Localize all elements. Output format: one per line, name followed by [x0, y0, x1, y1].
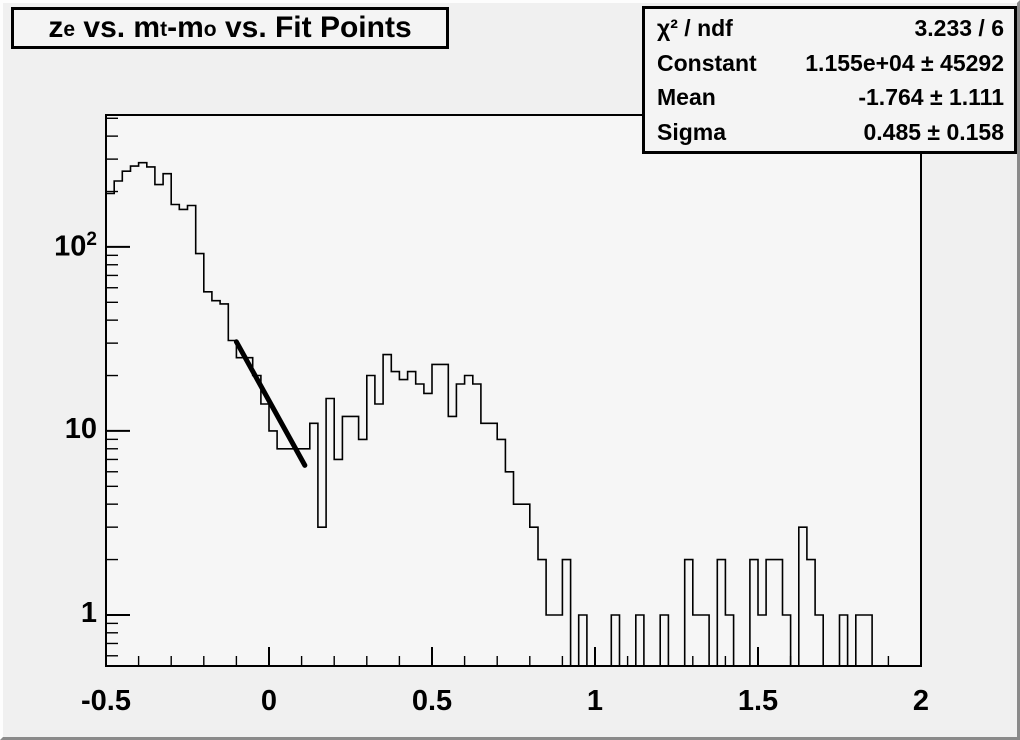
title-text: vs. Fit Points [216, 11, 412, 44]
x-tick-label: 2 [912, 685, 930, 717]
y-tick-label-exponent: 2 [86, 228, 97, 250]
stats-row-label: Sigma [657, 118, 727, 145]
title-text: z [48, 11, 64, 44]
stats-row: Constant 1.155e+04 ± 45292 [645, 46, 1014, 80]
y-tick-label: 1 [80, 596, 97, 629]
stats-row-value: 3.233 / 6 [914, 15, 1004, 42]
stats-row-label: χ² / ndf [657, 15, 733, 42]
y-tick-label-group: 10 [27, 413, 97, 446]
stats-row-value: 0.485 ± 0.158 [863, 118, 1004, 145]
title-subscript: t [160, 18, 168, 41]
x-tick-label: -0.5 [81, 685, 131, 717]
title-text: -m [167, 11, 204, 44]
stats-row: Mean -1.764 ± 1.111 [645, 80, 1014, 114]
title-text: vs. m [75, 11, 161, 44]
stats-row-label: Constant [657, 49, 757, 76]
stats-row-value: 1.155e+04 ± 45292 [805, 49, 1004, 76]
stats-row: Sigma 0.485 ± 0.158 [645, 115, 1014, 149]
stats-row-label: Mean [657, 84, 716, 111]
plot-svg [105, 114, 922, 667]
stats-row: χ² / ndf 3.233 / 6 [645, 11, 1014, 45]
axis-ticks [105, 117, 922, 666]
x-tick-label: 0 [260, 685, 278, 717]
y-tick-label: 10 [54, 230, 87, 263]
stats-row-value: -1.764 ± 1.111 [858, 84, 1004, 111]
y-tick-label: 10 [64, 412, 97, 445]
y-tick-label-group: 1 [27, 597, 97, 630]
stats-box[interactable]: χ² / ndf 3.233 / 6 Constant 1.155e+04 ± 452… [642, 6, 1017, 154]
title-subscript: o [203, 18, 217, 41]
fit-line[interactable] [233, 339, 308, 468]
x-tick-label: 1.5 [737, 685, 779, 717]
plot-frame[interactable] [105, 114, 922, 667]
y-tick-label-group: 102 [27, 229, 97, 264]
x-tick-label: 1 [586, 685, 604, 717]
histogram-line[interactable] [106, 161, 921, 667]
title-subscript: e [63, 18, 76, 41]
x-tick-label: 0.5 [411, 685, 453, 717]
